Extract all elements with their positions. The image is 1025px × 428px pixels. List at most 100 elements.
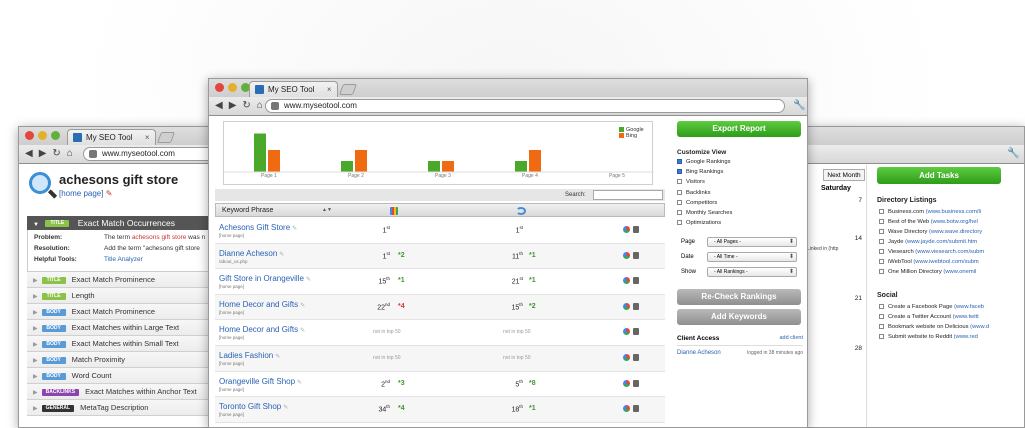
task-url-link[interactable]: (www.botw.org/hel: [930, 219, 978, 226]
edit-icon[interactable]: ✎: [292, 226, 298, 232]
task-checkbox[interactable]: [879, 314, 884, 319]
calendar-day[interactable]: 21: [854, 295, 862, 302]
export-report-button[interactable]: Export Report: [677, 121, 801, 137]
edit-icon[interactable]: ✎: [275, 353, 281, 360]
task-checkbox[interactable]: [879, 269, 884, 274]
option-checkbox[interactable]: [677, 169, 682, 175]
trash-icon[interactable]: [633, 379, 639, 387]
browser-tab[interactable]: My SEO Tool ×: [67, 129, 156, 145]
keyword-link[interactable]: Achesons Gift Store ✎: [219, 223, 297, 232]
task-checkbox[interactable]: [879, 239, 884, 244]
search-input[interactable]: [593, 190, 663, 200]
edit-icon[interactable]: ✎: [283, 405, 289, 412]
next-month-button[interactable]: Next Month: [823, 169, 865, 181]
customize-option[interactable]: Backlinks: [677, 189, 803, 200]
customize-option[interactable]: Competitors: [677, 199, 803, 210]
customize-option[interactable]: Monthly Searches: [677, 209, 803, 220]
minimize-window-button[interactable]: [228, 83, 237, 92]
expand-arrow-icon[interactable]: ▶: [33, 278, 38, 284]
customize-option[interactable]: Bing Rankings: [677, 169, 803, 179]
close-tab-icon[interactable]: ×: [326, 85, 332, 94]
back-arrow-icon[interactable]: ◀: [25, 148, 33, 159]
edit-icon[interactable]: ✎: [300, 328, 306, 335]
calendar-event[interactable]: Linked in (http: [807, 246, 839, 252]
sort-icon[interactable]: ▲▼: [322, 207, 332, 213]
home-icon[interactable]: ⌂: [256, 100, 263, 111]
customize-option[interactable]: Optimizations: [677, 220, 803, 230]
title-analyzer-link[interactable]: Title Analyzer: [104, 256, 143, 263]
back-arrow-icon[interactable]: ◀: [215, 100, 223, 111]
address-bar[interactable]: www.myseotool.com: [265, 99, 785, 113]
keyword-link[interactable]: Home Decor and Gifts ✎: [219, 300, 305, 309]
new-tab-button[interactable]: [338, 84, 358, 95]
task-checkbox[interactable]: [879, 259, 884, 264]
chrome-icon[interactable]: [623, 251, 630, 259]
zoom-window-button[interactable]: [51, 131, 60, 140]
calendar-day[interactable]: 28: [854, 345, 862, 352]
task-url-link[interactable]: (www.red: [953, 334, 978, 341]
add-keywords-button[interactable]: Add Keywords: [677, 309, 801, 326]
close-window-button[interactable]: [215, 83, 224, 92]
trash-icon[interactable]: [633, 277, 639, 285]
expand-arrow-icon[interactable]: ▶: [33, 358, 38, 364]
keyword-link[interactable]: Gift Store in Orangeville ✎: [219, 274, 311, 283]
expand-arrow-icon[interactable]: ▶: [33, 294, 38, 300]
task-url-link[interactable]: (www.jayde.com/submit.htm: [905, 239, 978, 246]
task-url-link[interactable]: (www.onemil: [943, 269, 977, 276]
chrome-icon[interactable]: [623, 405, 630, 413]
task-url-link[interactable]: (www.faceb: [954, 304, 985, 311]
trash-icon[interactable]: [633, 302, 639, 310]
filter-select[interactable]: - All Time -: [707, 252, 797, 263]
filter-select[interactable]: - All Pages -: [707, 237, 797, 248]
customize-option[interactable]: Google Rankings: [677, 159, 803, 169]
trash-icon[interactable]: [633, 226, 639, 233]
close-tab-icon[interactable]: ×: [144, 133, 150, 142]
add-tasks-button[interactable]: Add Tasks: [877, 167, 1001, 184]
client-name-link[interactable]: Dianne Acheson: [677, 350, 721, 357]
add-client-link[interactable]: add client: [779, 335, 803, 342]
chrome-icon[interactable]: [623, 353, 630, 361]
filter-select[interactable]: - All Rankings -: [707, 267, 797, 278]
keyword-link[interactable]: Orangeville Gift Shop ✎: [219, 377, 302, 386]
option-checkbox[interactable]: [677, 220, 682, 226]
expand-arrow-icon[interactable]: ▶: [33, 326, 38, 332]
edit-icon[interactable]: ✎: [300, 302, 306, 309]
bing-icon[interactable]: [516, 207, 526, 215]
task-checkbox[interactable]: [879, 219, 884, 224]
trash-icon[interactable]: [633, 353, 639, 361]
trash-icon[interactable]: [633, 328, 639, 336]
keyword-link[interactable]: Toronto Gift Shop ✎: [219, 402, 288, 411]
pencil-icon[interactable]: ✎: [105, 189, 113, 198]
calendar-day[interactable]: 7: [858, 197, 862, 204]
minimize-window-button[interactable]: [38, 131, 47, 140]
keyword-link[interactable]: Dianne Acheson ✎: [219, 249, 284, 258]
chrome-icon[interactable]: [623, 328, 630, 336]
expand-arrow-icon[interactable]: ▶: [33, 406, 38, 412]
forward-arrow-icon[interactable]: ▶: [38, 148, 47, 159]
keyword-link[interactable]: Ladies Fashion ✎: [219, 351, 280, 360]
task-url-link[interactable]: (www.d: [970, 324, 990, 331]
task-url-link[interactable]: (www.twitt: [952, 314, 979, 321]
customize-option[interactable]: Visitors: [677, 179, 803, 189]
task-checkbox[interactable]: [879, 209, 884, 214]
option-checkbox[interactable]: [677, 159, 682, 164]
forward-arrow-icon[interactable]: ▶: [228, 100, 237, 111]
calendar-day[interactable]: 14: [854, 235, 862, 242]
keyword-column-header[interactable]: Keyword Phrase: [222, 207, 274, 214]
chrome-icon[interactable]: [623, 302, 630, 310]
task-checkbox[interactable]: [879, 324, 884, 329]
reload-icon[interactable]: ↻: [52, 148, 61, 159]
wrench-icon[interactable]: 🔧: [1007, 148, 1020, 159]
option-checkbox[interactable]: [677, 189, 682, 195]
expand-arrow-icon[interactable]: ▶: [33, 310, 38, 316]
expand-arrow-icon[interactable]: ▶: [33, 374, 38, 380]
task-checkbox[interactable]: [879, 304, 884, 309]
chrome-icon[interactable]: [623, 226, 630, 233]
option-checkbox[interactable]: [677, 209, 682, 215]
trash-icon[interactable]: [633, 405, 639, 413]
edit-icon[interactable]: ✎: [305, 277, 311, 284]
task-checkbox[interactable]: [879, 249, 884, 254]
expand-arrow-icon[interactable]: ▶: [33, 342, 38, 348]
browser-tab[interactable]: My SEO Tool ×: [249, 81, 338, 97]
chrome-icon[interactable]: [623, 379, 630, 387]
